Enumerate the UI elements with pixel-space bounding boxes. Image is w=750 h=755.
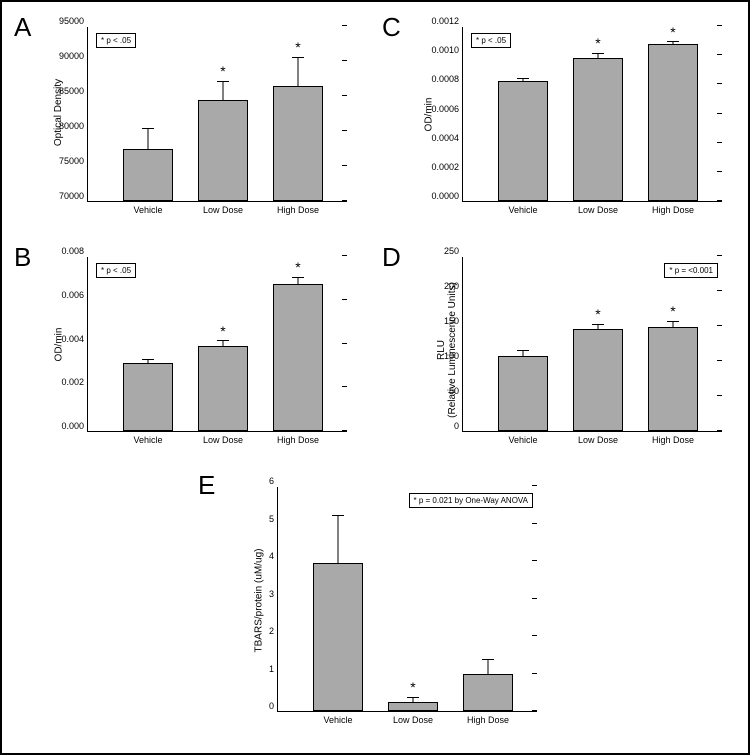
panel-label-c: C xyxy=(382,12,401,43)
ytick: 0.0002 xyxy=(431,162,463,172)
ytick: 0.0000 xyxy=(431,191,463,201)
xtick: High Dose xyxy=(277,431,319,445)
ytick: 4 xyxy=(269,551,278,561)
figure-container: A 70000 75000 80000 85000 90000 95000 xyxy=(0,0,750,755)
panel-c: 0.0000 0.0002 0.0004 0.0006 0.0008 0.001… xyxy=(462,27,722,202)
ytick: 70000 xyxy=(59,191,88,201)
ytick: 75000 xyxy=(59,156,88,166)
ytick: 90000 xyxy=(59,51,88,61)
ylabel-d: RLU (Relative Luminescence Units) xyxy=(436,265,458,435)
ytick: 0.0012 xyxy=(431,16,463,26)
ytick: 6 xyxy=(269,476,278,486)
ytick: 0.0004 xyxy=(431,133,463,143)
xtick: Vehicle xyxy=(508,431,537,445)
sig-marker: * xyxy=(670,303,675,319)
xtick: Vehicle xyxy=(133,431,162,445)
ylabel-c: OD/min xyxy=(423,98,434,132)
legend-e: * p = 0.021 by One-Way ANOVA xyxy=(409,493,534,508)
ytick: 0.0008 xyxy=(431,74,463,84)
xtick: High Dose xyxy=(652,201,694,215)
xtick: High Dose xyxy=(277,201,319,215)
xtick: High Dose xyxy=(652,431,694,445)
ytick: 5 xyxy=(269,514,278,524)
ytick: 0.0010 xyxy=(431,45,463,55)
xtick: Vehicle xyxy=(133,201,162,215)
ytick: 95000 xyxy=(59,16,88,26)
panel-a: 70000 75000 80000 85000 90000 95000 * xyxy=(87,27,347,202)
ytick: 0.000 xyxy=(61,421,88,431)
legend-d: * p = <0.001 xyxy=(664,263,718,278)
xtick: Vehicle xyxy=(323,711,352,725)
panel-b: 0.000 0.002 0.004 0.006 0.008 * xyxy=(87,257,347,432)
xtick: Low Dose xyxy=(203,201,243,215)
chart-area-b: 0.000 0.002 0.004 0.006 0.008 * xyxy=(87,257,347,432)
xtick: Low Dose xyxy=(578,201,618,215)
panel-e: 0 1 2 3 4 5 6 * xyxy=(277,487,537,712)
panel-label-b: B xyxy=(14,242,31,273)
sig-marker: * xyxy=(220,323,225,339)
chart-area-d: 0 50 100 150 200 250 * xyxy=(462,257,722,432)
ytick: 1 xyxy=(269,664,278,674)
ytick: 3 xyxy=(269,589,278,599)
chart-area-e: 0 1 2 3 4 5 6 * xyxy=(277,487,537,712)
xtick: Vehicle xyxy=(508,201,537,215)
panel-label-d: D xyxy=(382,242,401,273)
sig-marker: * xyxy=(595,306,600,322)
ytick: 0.004 xyxy=(61,334,88,344)
legend-b: * p < .05 xyxy=(96,263,136,278)
ytick: 2 xyxy=(269,626,278,636)
ylabel-d-line1: RLU xyxy=(436,340,447,360)
ylabel-d-line2: (Relative Luminescence Units) xyxy=(447,282,458,418)
sig-marker: * xyxy=(220,63,225,79)
xtick: Low Dose xyxy=(393,711,433,725)
ylabel-b: OD/min xyxy=(53,328,64,362)
sig-marker: * xyxy=(410,679,415,695)
sig-marker: * xyxy=(595,35,600,51)
panel-label-e: E xyxy=(198,470,215,501)
ytick: 0 xyxy=(269,701,278,711)
chart-area-a: 70000 75000 80000 85000 90000 95000 * xyxy=(87,27,347,202)
legend-a: * p < .05 xyxy=(96,33,136,48)
ytick: 250 xyxy=(444,246,463,256)
ylabel-e: TBARS/protein (uM/ug) xyxy=(253,549,264,653)
legend-c: * p < .05 xyxy=(471,33,511,48)
chart-area-c: 0.0000 0.0002 0.0004 0.0006 0.0008 0.001… xyxy=(462,27,722,202)
sig-marker: * xyxy=(670,24,675,40)
xtick: Low Dose xyxy=(578,431,618,445)
xtick: Low Dose xyxy=(203,431,243,445)
ytick: 0.008 xyxy=(61,246,88,256)
ylabel-a: Optical Density xyxy=(53,79,64,146)
sig-marker: * xyxy=(295,39,300,55)
ytick: 0.0006 xyxy=(431,104,463,114)
panel-d: 0 50 100 150 200 250 * xyxy=(462,257,722,432)
ytick: 0.006 xyxy=(61,290,88,300)
sig-marker: * xyxy=(295,259,300,275)
panel-label-a: A xyxy=(14,12,31,43)
xtick: High Dose xyxy=(467,711,509,725)
ytick: 0.002 xyxy=(61,377,88,387)
